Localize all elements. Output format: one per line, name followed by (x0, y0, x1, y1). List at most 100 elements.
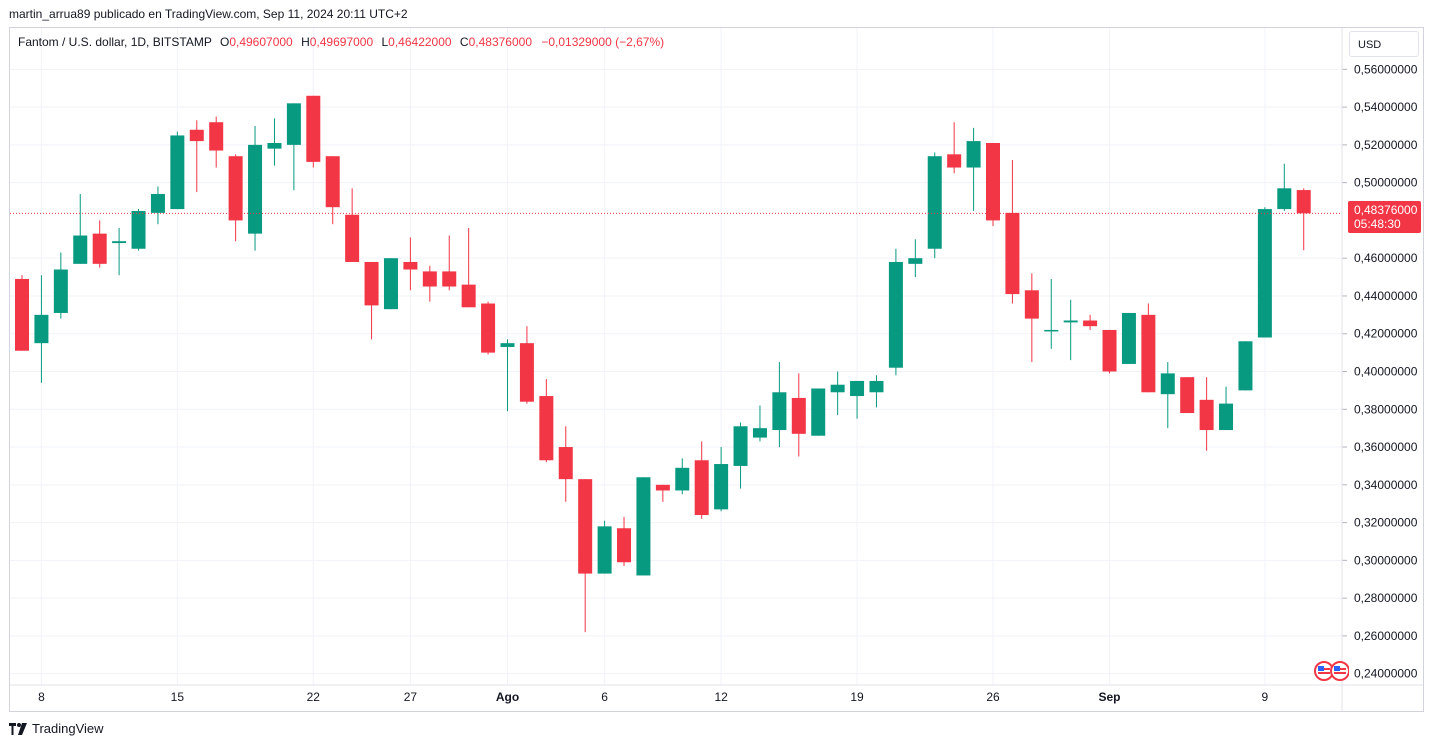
symbol-name[interactable]: Fantom / U.S. dollar, 1D, BITSTAMP (18, 35, 212, 49)
currency-button[interactable]: USD (1349, 31, 1419, 57)
x-tick-label: Sep (1099, 690, 1121, 704)
time-axis: 8 15 22 27 Ago 6 12 19 26 Sep 9 (10, 684, 1423, 704)
candle-body (1180, 377, 1195, 414)
candle-body (286, 103, 301, 145)
candle-aug-11 (694, 441, 709, 519)
candle-body (947, 154, 962, 168)
candle-aug-26 (986, 142, 1000, 227)
y-tick-label: 0,36000000 (1354, 440, 1418, 454)
candle-jul-12 (112, 227, 127, 276)
candle-body (1219, 403, 1234, 431)
candle-body (714, 464, 729, 510)
candle-body (422, 271, 437, 287)
candle-body (597, 526, 612, 574)
candle-body (1199, 399, 1214, 431)
candle-aug-7 (617, 516, 632, 567)
x-tick-label: 26 (986, 690, 1000, 704)
candle-jul-30 (461, 227, 476, 308)
candle-body (1024, 290, 1039, 319)
candle-body (1257, 209, 1272, 338)
candle-body (1005, 212, 1020, 295)
candle-jul-10 (73, 193, 88, 264)
candle-jul-23 (325, 156, 340, 225)
last-price-badge: 0,48376000 05:48:30 (1348, 201, 1421, 233)
candle-sep-11 (1296, 188, 1311, 251)
candle-sep-1 (1102, 329, 1117, 374)
candle-body (908, 258, 923, 264)
change-value: −0,01329000 (−2,67%) (541, 35, 665, 49)
x-tick-label: 15 (171, 690, 185, 704)
candle-body (539, 396, 554, 461)
candle-body (733, 426, 748, 466)
x-tick-label: 9 (1262, 690, 1269, 704)
candle-sep-9 (1257, 207, 1272, 338)
y-tick-label: 0,32000000 (1354, 516, 1418, 530)
price-axis: 0,56000000 0,54000000 0,52000000 0,50000000… (1341, 28, 1418, 711)
x-tick-label: 27 (404, 690, 418, 704)
candle-body (500, 343, 515, 347)
candle-body (1277, 188, 1292, 210)
candle-body (170, 135, 185, 210)
footer-brand[interactable]: TradingView (9, 721, 104, 736)
candle-body (267, 142, 282, 149)
candle-aug-14 (752, 405, 767, 442)
candle-body (1121, 312, 1136, 364)
candle-jul-13 (131, 209, 146, 251)
candle-aug-18 (830, 371, 845, 415)
candle-aug-19 (850, 380, 865, 419)
candle-body (888, 261, 903, 368)
candle-body (675, 467, 690, 491)
candle-body (1044, 329, 1059, 332)
candle-body (383, 258, 398, 310)
candle-body (345, 214, 360, 262)
candle-jul-14 (150, 186, 165, 225)
candle-jul-22 (306, 95, 321, 168)
candle-body (1296, 190, 1311, 214)
candle-body (927, 156, 942, 249)
candle-jul-21 (286, 103, 301, 191)
candle-body (461, 284, 476, 308)
candle-jul-19 (248, 125, 263, 251)
candle-jul-7 (15, 275, 29, 351)
y-tick-label: 0,56000000 (1354, 62, 1418, 76)
candle-jul-25 (364, 261, 379, 340)
candle-aug-23 (927, 152, 942, 259)
candle-body (209, 122, 224, 151)
candle-body (112, 241, 127, 244)
high-value: 0,49697000 (309, 35, 374, 49)
candle-sep-3 (1141, 303, 1156, 393)
candle-body (325, 156, 340, 208)
candle-body (1083, 320, 1098, 327)
candle-body (830, 384, 845, 393)
candle-aug-28 (1024, 273, 1039, 363)
y-tick-label: 0,40000000 (1354, 365, 1418, 379)
events-flags-icon[interactable] (1313, 660, 1349, 682)
candle-body (189, 129, 204, 142)
candle-jul-20 (267, 118, 282, 166)
candle-body (578, 479, 593, 574)
candle-body (403, 261, 418, 270)
publication-caption: martin_arrua89 publicado en TradingView.… (9, 7, 408, 21)
candle-aug-29 (1044, 278, 1059, 349)
x-tick-label: 6 (601, 690, 608, 704)
candle-aug-2 (519, 326, 534, 404)
candle-body (150, 193, 165, 213)
candle-body (248, 144, 263, 234)
candle-body (655, 484, 670, 491)
candle-aug-31 (1083, 314, 1098, 330)
low-label: L (381, 35, 389, 49)
candle-jul-29 (442, 235, 457, 291)
candle-aug-20 (869, 375, 884, 408)
x-tick-label: Ago (496, 690, 519, 704)
y-tick-label: 0,30000000 (1354, 553, 1418, 567)
open-value: 0,49607000 (229, 35, 293, 49)
candle-jul-17 (209, 116, 224, 168)
candle-body (306, 95, 321, 162)
candle-body (519, 343, 534, 402)
candle-aug-3 (539, 379, 554, 463)
candle-body (1160, 373, 1175, 395)
candle-body (752, 428, 767, 438)
candle-jul-16 (189, 120, 204, 193)
candle-jul-26 (383, 258, 398, 310)
